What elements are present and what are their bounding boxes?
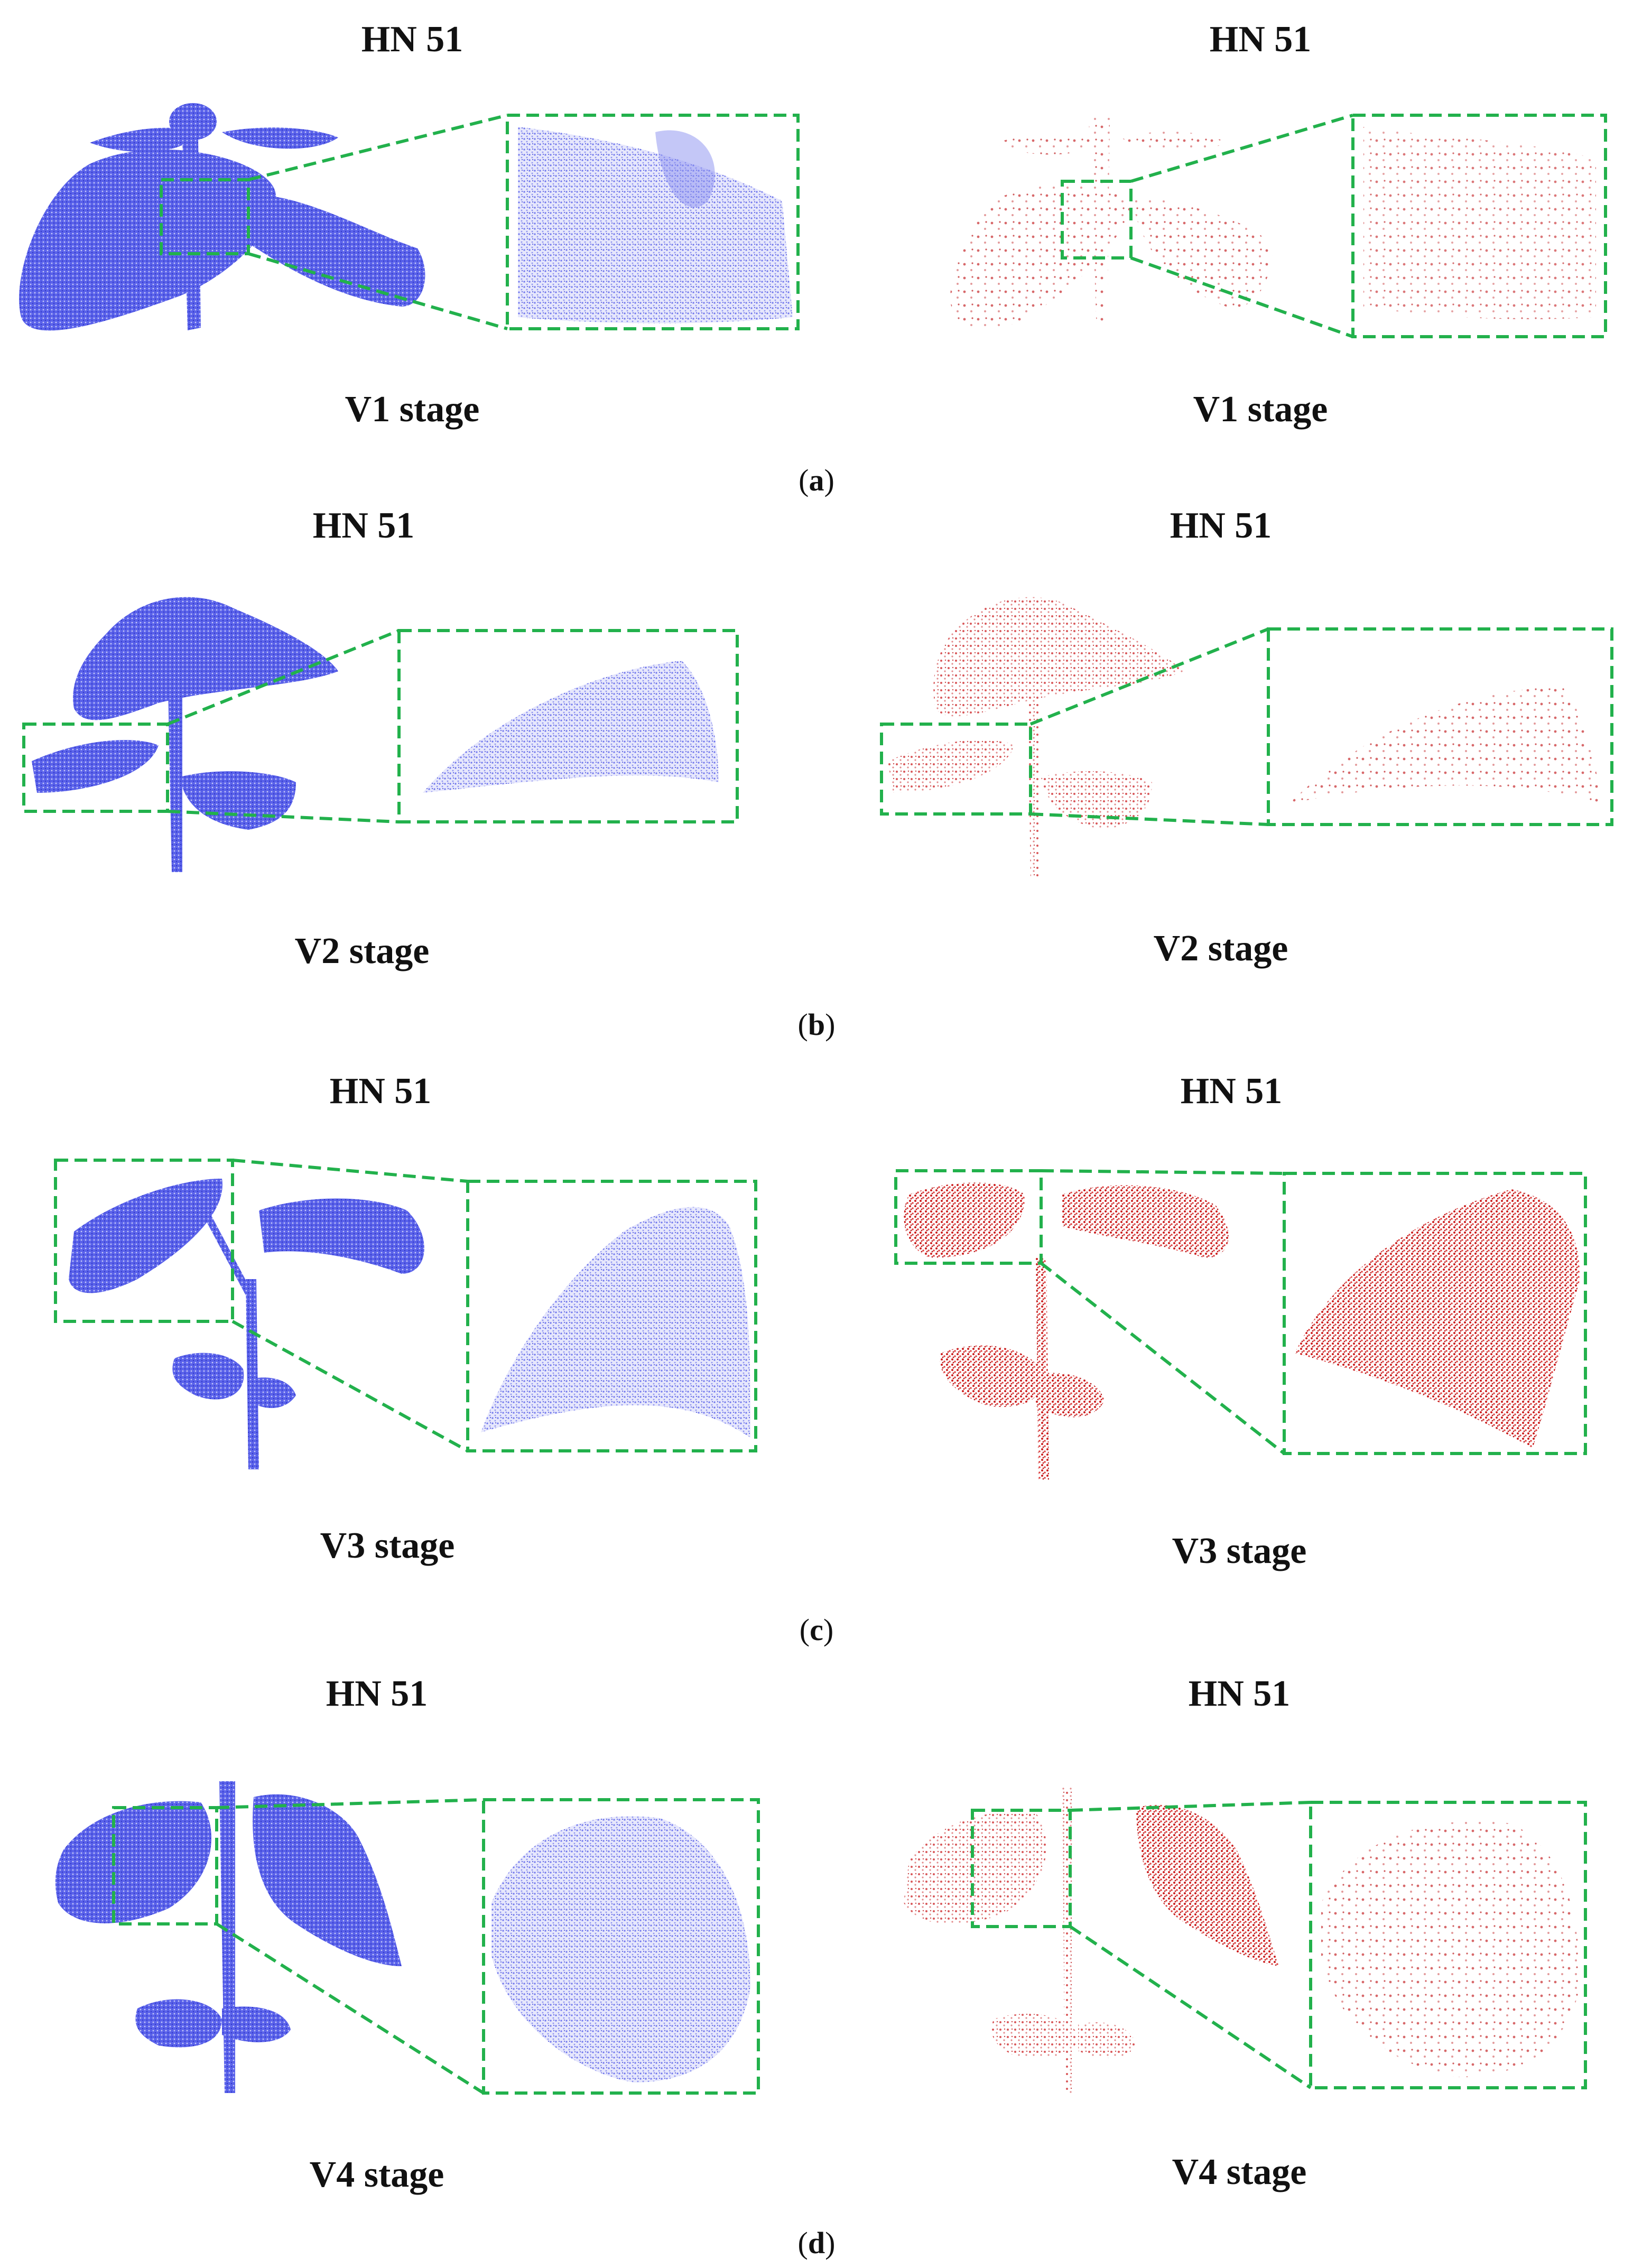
panel-a-left-title: HN 51: [361, 19, 463, 60]
bud-a: [169, 103, 217, 140]
zoom-target-box: [482, 1798, 760, 2095]
panel-b-right-zoom: [880, 627, 1613, 826]
panel-c-left-zoom-content: [481, 1207, 750, 1438]
panel-c-right-zoom: [894, 1169, 1587, 1455]
zoom-target-box: [397, 629, 739, 823]
zoom-connector-top: [1029, 627, 1269, 726]
zoom-connector-bottom: [1030, 812, 1269, 826]
zoom-connector-top: [216, 1798, 484, 1809]
zoom-source-box: [112, 1806, 218, 1926]
panel-d-left-stage: V4 stage: [309, 2154, 444, 2195]
zoom-source-box: [1061, 180, 1133, 260]
zoom-connector-top: [166, 629, 400, 726]
panel-b-left-title: HN 51: [312, 505, 415, 546]
panel-d-right-zoom: [971, 1801, 1587, 2089]
panel-d-left-zoom-content: [491, 1816, 750, 2082]
panel-d-right-stage: V4 stage: [1172, 2152, 1307, 2192]
panel-a-left-stage: V1 stage: [345, 389, 480, 430]
zoom-connector-bottom: [1069, 1925, 1312, 2089]
panel-c-left-title: HN 51: [329, 1071, 432, 1112]
stem-a: [182, 137, 201, 330]
panel-a-right-zoom: [1061, 114, 1607, 338]
zoom-connector-bottom: [216, 1922, 485, 2095]
zoom-connector-top: [1070, 1801, 1311, 1812]
zoom-target-box: [466, 1180, 757, 1452]
panel-d-right-pointcloud: [904, 1786, 1279, 2093]
panel-c-left-pointcloud: [69, 1179, 424, 1469]
zoom-source-box: [971, 1809, 1072, 1928]
zoom-connector-top: [1130, 114, 1353, 183]
zoom-target-box: [506, 114, 800, 330]
panel-c-caption: (c): [799, 1613, 834, 1647]
panel-a-caption: (a): [799, 463, 834, 497]
panel-b-left-stage: V2 stage: [294, 931, 430, 971]
leaf-a2: [248, 195, 425, 307]
panel-b-right-title: HN 51: [1170, 505, 1272, 546]
panel-c-right-pointcloud: [904, 1182, 1229, 1480]
zoom-connector-bottom: [231, 1320, 469, 1452]
panel-c-right-stage: V3 stage: [1172, 1531, 1307, 1571]
leaf-a3: [90, 127, 196, 152]
panel-a-left-pointcloud: [19, 103, 425, 331]
zoom-target-box: [1283, 1172, 1587, 1455]
zoom-source-box: [160, 178, 250, 255]
panel-d-right-title: HN 51: [1188, 1673, 1291, 1714]
zoom-target-box: [1351, 114, 1607, 338]
zoom-connector-bottom: [1040, 1262, 1285, 1455]
zoom-connector-top: [248, 114, 508, 181]
zoom-source-box: [54, 1159, 234, 1323]
panel-d-right-zoom-content: [1321, 1821, 1580, 2077]
panel-b-left-zoom: [22, 629, 739, 823]
panel-d-left-title: HN 51: [326, 1673, 428, 1714]
panel-b-caption: (b): [797, 1007, 836, 1042]
zoom-connector-top: [1041, 1169, 1285, 1175]
leaf-a4: [222, 127, 338, 149]
panel-b-left-pointcloud: [32, 597, 338, 872]
panel-a-left-zoom-content: [518, 127, 793, 323]
panel-d-left-pointcloud: [55, 1781, 402, 2093]
panel-c-left-zoom: [54, 1159, 757, 1452]
zoom-connector-bottom: [1130, 256, 1354, 338]
zoom-connector-top: [232, 1159, 468, 1183]
zoom-source-box: [894, 1169, 1043, 1265]
panel-d-caption: (d): [797, 2226, 836, 2260]
leaf-a1: [19, 149, 276, 331]
panel-c-right-title: HN 51: [1180, 1071, 1283, 1112]
zoom-target-box: [1309, 1801, 1587, 2089]
zoom-connector-bottom: [167, 810, 400, 823]
panel-b-left-zoom-content: [423, 661, 719, 793]
panel-b-right-zoom-content: [1289, 687, 1601, 803]
panel-a-right-zoom-content: [1363, 127, 1596, 319]
panel-d-left-zoom: [112, 1798, 760, 2095]
panel-c-right-zoom-content: [1295, 1189, 1580, 1448]
zoom-connector-bottom: [248, 252, 508, 330]
panel-b-right-stage: V2 stage: [1153, 928, 1288, 969]
zoom-target-box: [1267, 627, 1613, 826]
panel-c-left-stage: V3 stage: [320, 1525, 455, 1566]
panel-a-right-stage: V1 stage: [1193, 389, 1328, 430]
panel-b-right-pointcloud: [888, 597, 1184, 877]
panel-a-right-pointcloud: [950, 116, 1274, 331]
panel-a-left-zoom: [160, 114, 800, 330]
panel-a-right-title: HN 51: [1209, 19, 1312, 60]
zoom-source-box: [880, 723, 1032, 816]
